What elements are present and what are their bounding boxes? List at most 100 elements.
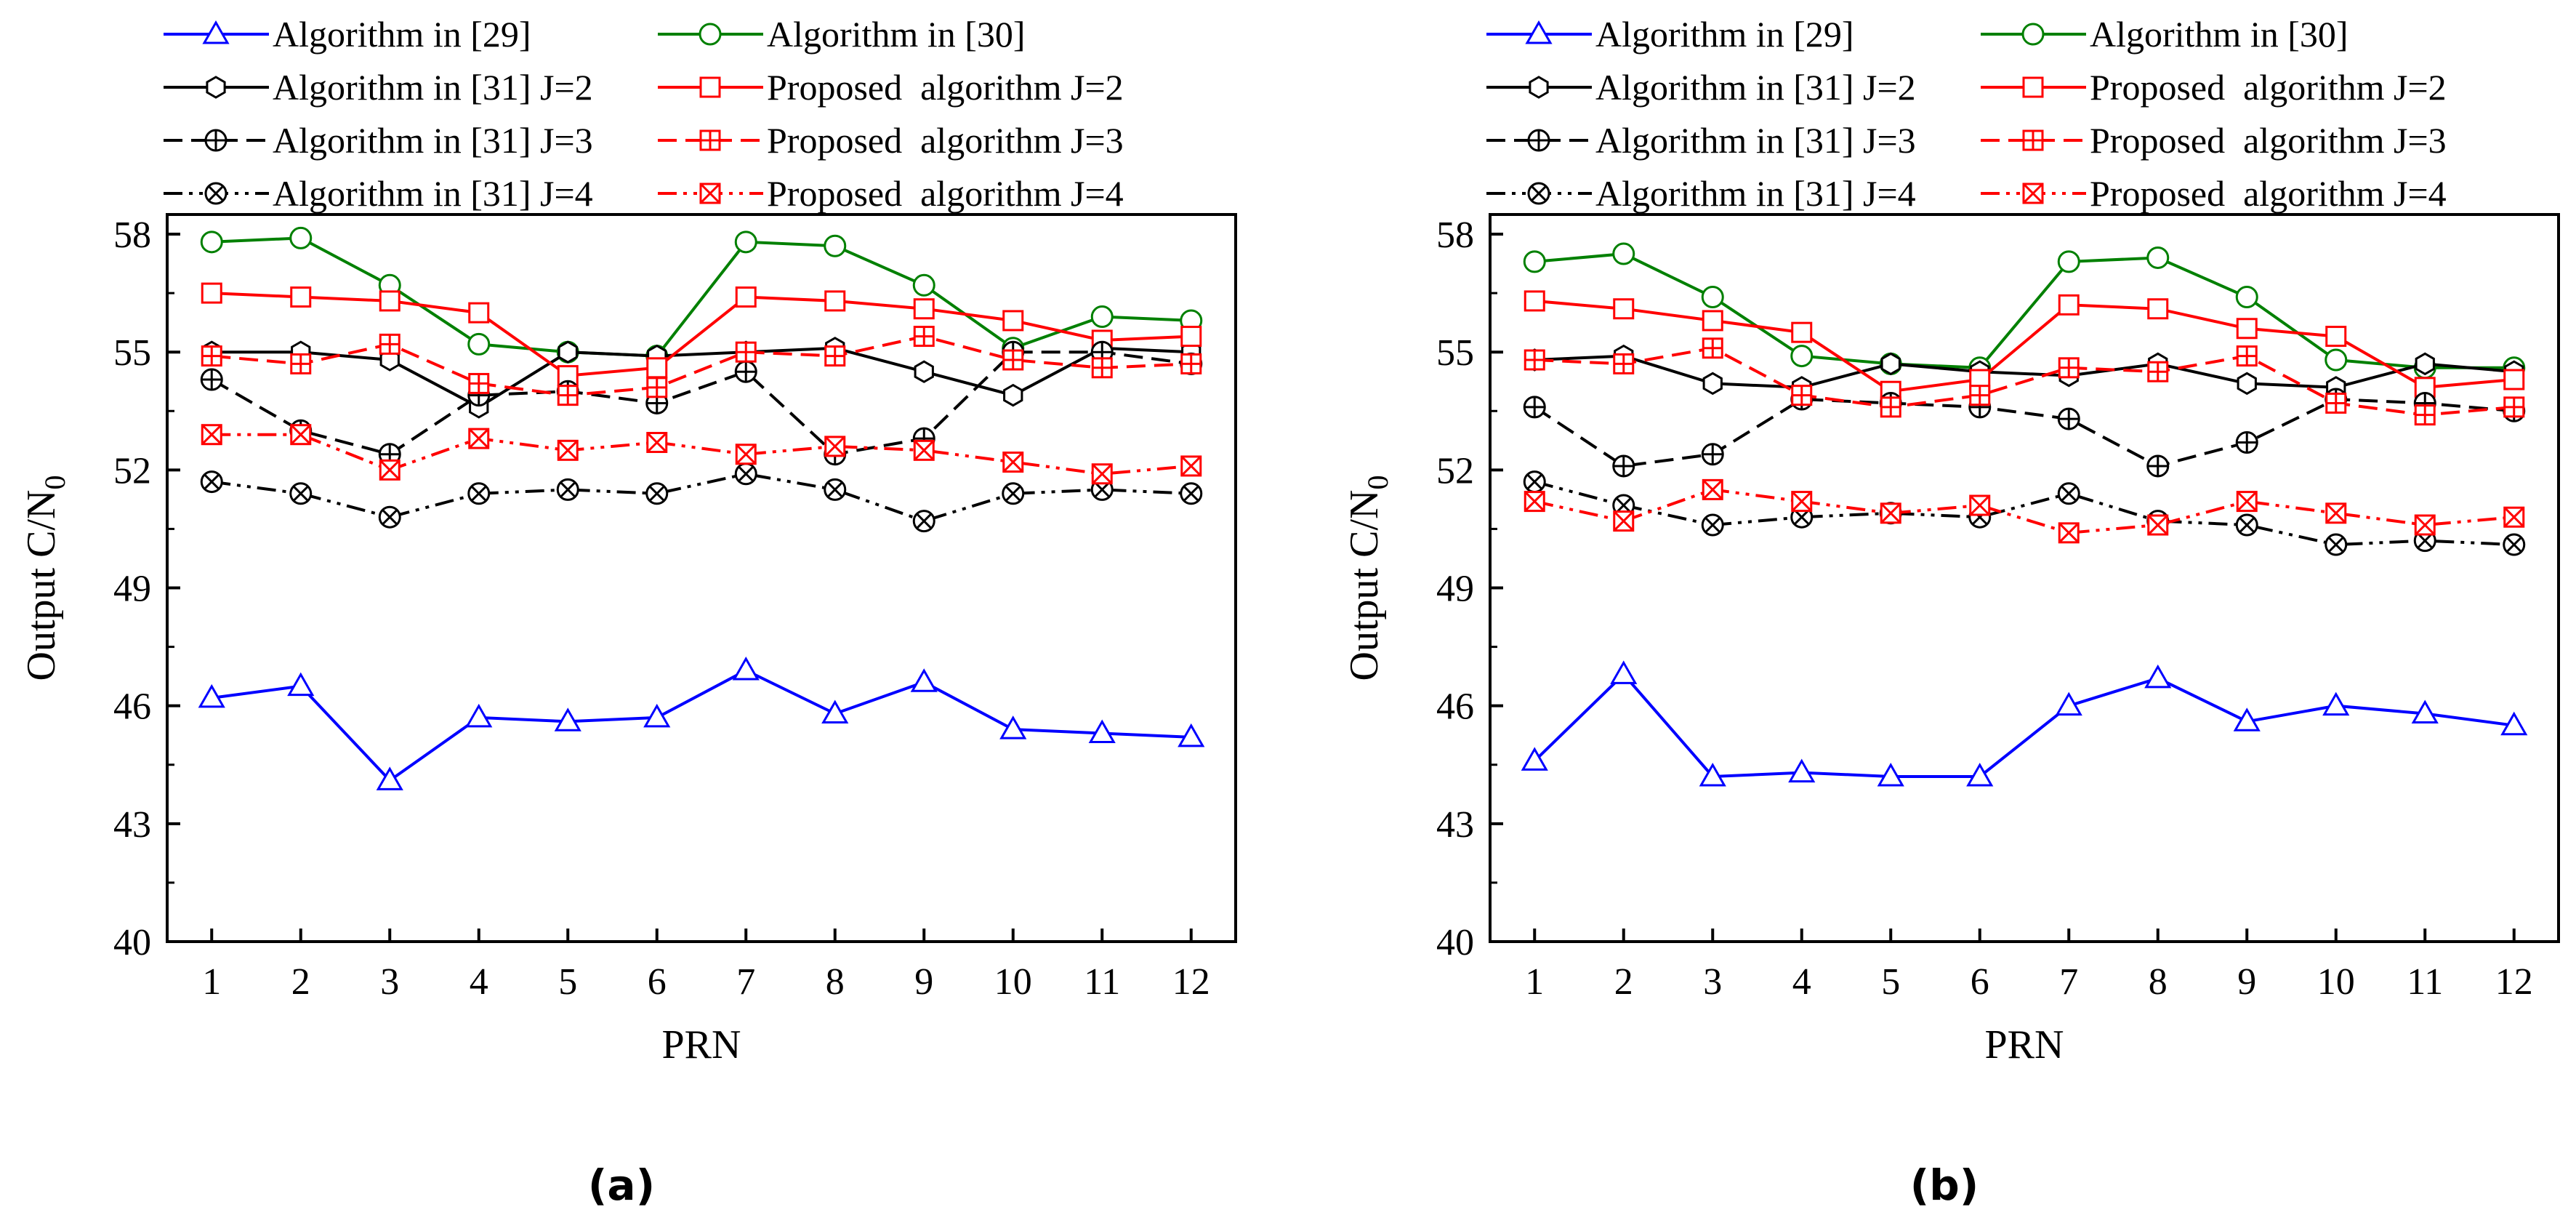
data-point-prop_j4 xyxy=(2236,491,2258,513)
legend-label: Proposed algorithm J=3 xyxy=(2090,120,2447,161)
data-point-prop_j4 xyxy=(379,459,401,481)
data-point-prop_j3 xyxy=(2147,361,2169,382)
data-point-prop_j3 xyxy=(824,345,846,367)
y-axis-label-main: Output C/N xyxy=(1342,490,1387,681)
legend-marker xyxy=(202,20,230,44)
data-point-alg30 xyxy=(1612,242,1635,265)
legend-marker xyxy=(2022,129,2044,151)
data-point-alg29 xyxy=(2500,711,2528,736)
series-prop_j2 xyxy=(1524,290,2525,402)
y-tick-label: 46 xyxy=(113,686,151,728)
data-point-prop_j2 xyxy=(468,302,490,324)
y-tick-label: 46 xyxy=(1436,686,1474,728)
y-tick-label: 58 xyxy=(113,214,151,256)
data-point-prop_j3 xyxy=(379,333,401,355)
series-alg29 xyxy=(198,657,1205,790)
data-point-alg31_j4 xyxy=(467,482,491,505)
series-prop_j3 xyxy=(1524,337,2525,426)
series-prop_j4 xyxy=(201,424,1202,485)
data-point-prop_j4 xyxy=(1002,452,1024,473)
legend-item-alg31_j4: Algorithm in [31] J=4 xyxy=(164,173,593,214)
data-point-alg29 xyxy=(465,703,493,728)
series-alg31_j4 xyxy=(1523,470,2526,556)
legend-marker xyxy=(2022,183,2044,204)
series-line-alg30 xyxy=(1534,252,2514,369)
data-point-alg29 xyxy=(1521,747,1548,771)
series-line-prop_j3 xyxy=(1534,346,2514,417)
legend-item-prop_j4: Proposed algorithm J=4 xyxy=(1981,173,2447,214)
y-axis-label-main: Output C/N xyxy=(19,490,64,681)
x-tick-label: 5 xyxy=(1881,961,1900,1003)
data-point-alg31_j4 xyxy=(2503,533,2526,556)
data-point-prop_j3 xyxy=(646,377,668,398)
data-point-alg30 xyxy=(1090,305,1114,329)
series-line-alg31_j3 xyxy=(211,350,1192,456)
series-alg31_j2 xyxy=(201,337,1202,419)
x-tick-label: 12 xyxy=(2495,961,2533,1003)
data-point-alg31_j4 xyxy=(2235,513,2258,537)
x-tick-label: 4 xyxy=(1792,961,1811,1003)
data-point-alg31_j4 xyxy=(824,478,847,501)
series-line-alg29 xyxy=(212,668,1191,783)
legend-item-alg30: Algorithm in [30] xyxy=(1981,14,2348,55)
data-point-prop_j2 xyxy=(824,290,846,312)
legend-marker xyxy=(699,76,721,98)
legend-marker xyxy=(206,76,226,99)
x-tick-label: 6 xyxy=(1971,961,1989,1003)
legend-label: Algorithm in [31] J=3 xyxy=(1595,120,1916,161)
legend-item-alg31_j3: Algorithm in [31] J=3 xyxy=(1486,120,1916,161)
data-point-prop_j3 xyxy=(2503,396,2525,418)
series-line-alg31_j2 xyxy=(212,346,1191,409)
legend-item-alg31_j2: Algorithm in [31] J=2 xyxy=(164,67,593,108)
x-tick-label: 3 xyxy=(1703,961,1722,1003)
data-point-alg29 xyxy=(999,715,1027,739)
x-tick-label: 9 xyxy=(914,961,933,1003)
data-point-prop_j4 xyxy=(2058,522,2080,544)
series-line-alg31_j4 xyxy=(1534,480,2514,547)
data-point-alg30 xyxy=(467,332,491,356)
x-tick-label: 2 xyxy=(291,961,310,1003)
legend-marker xyxy=(699,23,722,46)
legend-marker xyxy=(1529,76,1549,99)
data-point-alg29 xyxy=(1699,762,1726,787)
data-point-alg29 xyxy=(1610,660,1638,684)
series-line-alg31_j2 xyxy=(1534,354,2514,389)
data-point-alg29 xyxy=(198,683,225,708)
series-alg30 xyxy=(1523,242,2526,380)
data-point-alg29 xyxy=(2144,664,2172,689)
legend-label: Algorithm in [30] xyxy=(2090,14,2348,55)
y-tick-label: 43 xyxy=(1436,804,1474,846)
data-point-alg31_j4 xyxy=(200,470,223,494)
data-point-alg31_j4 xyxy=(734,462,757,486)
data-point-alg31_j4 xyxy=(289,482,313,505)
y-tick-label: 55 xyxy=(113,332,151,374)
y-tick-label: 52 xyxy=(1436,450,1474,492)
data-point-prop_j2 xyxy=(1613,298,1635,320)
legend-item-prop_j2: Proposed algorithm J=2 xyxy=(658,67,1124,108)
legend-item-prop_j2: Proposed algorithm J=2 xyxy=(1981,67,2447,108)
data-point-prop_j4 xyxy=(1880,502,1901,524)
legend-marker xyxy=(204,182,228,205)
series-prop_j4 xyxy=(1524,478,2525,544)
legend-item-alg31_j4: Algorithm in [31] J=4 xyxy=(1486,173,1916,214)
data-point-prop_j4 xyxy=(1524,491,1545,513)
legend-label: Algorithm in [31] J=3 xyxy=(273,120,593,161)
legend: Algorithm in [29] Algorithm in [30] Algori… xyxy=(164,14,1124,214)
data-point-alg30 xyxy=(1523,250,1546,273)
data-point-alg29 xyxy=(1966,762,1994,787)
legend-item-prop_j4: Proposed algorithm J=4 xyxy=(658,173,1124,214)
series-line-prop_j3 xyxy=(212,334,1191,397)
legend-label: Algorithm in [29] xyxy=(273,14,531,55)
data-point-alg29 xyxy=(2055,691,2082,716)
data-point-prop_j2 xyxy=(1791,321,1813,343)
data-point-prop_j4 xyxy=(557,439,579,461)
data-point-prop_j4 xyxy=(2325,502,2347,524)
series-alg31_j4 xyxy=(200,462,1203,533)
data-point-alg30 xyxy=(1701,286,1724,309)
data-point-alg29 xyxy=(1788,758,1816,783)
y-axis-label: Output C/N0 xyxy=(1342,476,1394,681)
legend-label: Proposed algorithm J=2 xyxy=(2090,67,2447,108)
data-point-alg31_j4 xyxy=(2325,533,2348,556)
x-tick-label: 11 xyxy=(2407,961,2443,1003)
